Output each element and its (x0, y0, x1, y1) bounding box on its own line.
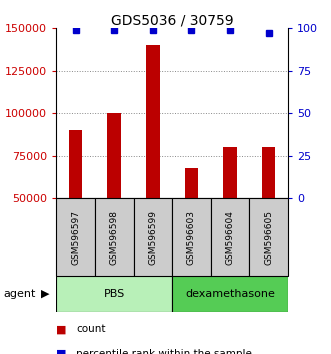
Text: GSM596598: GSM596598 (110, 210, 119, 265)
Bar (262, 147, 275, 198)
Text: agent: agent (3, 289, 36, 299)
Text: GSM596603: GSM596603 (187, 210, 196, 265)
Bar (249, 198, 288, 276)
Text: ■: ■ (56, 324, 67, 334)
Bar (223, 147, 237, 198)
Bar (185, 168, 198, 198)
Text: GSM596597: GSM596597 (71, 210, 80, 265)
Text: dexamethasone: dexamethasone (185, 289, 275, 299)
Text: ■: ■ (56, 349, 67, 354)
Bar (56, 276, 172, 312)
Text: GSM596599: GSM596599 (148, 210, 157, 265)
Bar (172, 276, 288, 312)
Text: count: count (76, 324, 106, 334)
Bar (56, 198, 95, 276)
Text: ▶: ▶ (41, 289, 50, 299)
Text: percentile rank within the sample: percentile rank within the sample (76, 349, 252, 354)
Text: PBS: PBS (104, 289, 125, 299)
Bar (172, 198, 211, 276)
Bar (95, 198, 133, 276)
Text: GSM596604: GSM596604 (225, 210, 235, 265)
Bar (108, 113, 121, 198)
Bar (133, 198, 172, 276)
Bar (146, 45, 160, 198)
Title: GDS5036 / 30759: GDS5036 / 30759 (111, 13, 233, 27)
Text: GSM596605: GSM596605 (264, 210, 273, 265)
Bar (211, 198, 249, 276)
Bar (69, 130, 82, 198)
